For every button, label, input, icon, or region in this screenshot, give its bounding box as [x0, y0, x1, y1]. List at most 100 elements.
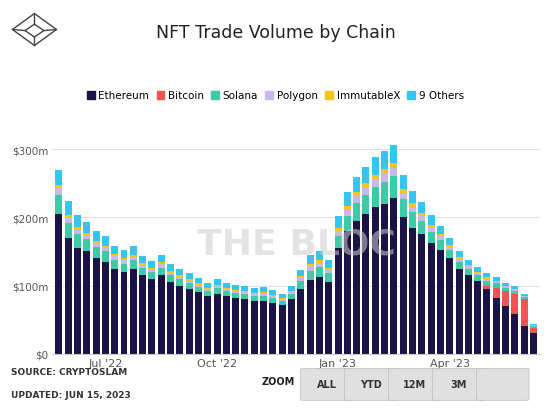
- Bar: [195, 284, 202, 285]
- Bar: [288, 291, 295, 292]
- Bar: [93, 244, 100, 248]
- Bar: [279, 299, 285, 301]
- Bar: [251, 297, 258, 301]
- Bar: [279, 305, 285, 354]
- Bar: [83, 252, 90, 354]
- Bar: [446, 250, 453, 258]
- Bar: [474, 272, 481, 274]
- Bar: [399, 189, 407, 193]
- Bar: [353, 197, 360, 204]
- Bar: [298, 289, 304, 354]
- Bar: [446, 247, 453, 250]
- Bar: [139, 276, 146, 354]
- Bar: [223, 296, 230, 354]
- Bar: [251, 294, 258, 297]
- Bar: [158, 276, 165, 354]
- Bar: [186, 283, 193, 289]
- Bar: [93, 231, 100, 242]
- Bar: [483, 274, 490, 278]
- Bar: [298, 279, 304, 282]
- Bar: [93, 248, 100, 258]
- Bar: [83, 240, 90, 252]
- Bar: [493, 281, 500, 283]
- Bar: [186, 280, 193, 281]
- Bar: [176, 286, 183, 354]
- Bar: [307, 271, 314, 281]
- Bar: [483, 289, 490, 354]
- Bar: [55, 189, 62, 196]
- Bar: [260, 292, 267, 294]
- Bar: [465, 265, 472, 267]
- Bar: [344, 231, 351, 354]
- Bar: [269, 299, 277, 303]
- Bar: [121, 264, 127, 272]
- Bar: [102, 262, 109, 354]
- Bar: [111, 247, 118, 254]
- Bar: [483, 279, 490, 281]
- Text: YTD: YTD: [360, 380, 381, 389]
- Bar: [214, 287, 220, 289]
- Bar: [353, 177, 360, 193]
- Bar: [139, 256, 146, 263]
- Bar: [316, 251, 323, 261]
- Bar: [316, 267, 323, 278]
- Bar: [316, 263, 323, 267]
- Legend: Ethereum, Bitcoin, Solana, Polygon, ImmutableX, 9 Others: Ethereum, Bitcoin, Solana, Polygon, Immu…: [83, 87, 468, 105]
- Bar: [102, 237, 109, 247]
- Bar: [158, 263, 165, 265]
- Bar: [307, 281, 314, 354]
- Bar: [511, 287, 518, 289]
- Bar: [363, 183, 370, 188]
- Bar: [530, 324, 537, 325]
- Bar: [511, 291, 518, 294]
- Bar: [372, 208, 379, 354]
- Bar: [55, 196, 62, 214]
- Bar: [288, 292, 295, 294]
- Bar: [511, 294, 518, 315]
- Bar: [456, 262, 462, 269]
- Bar: [223, 289, 230, 291]
- Text: SOURCE: CRYPTOSLAM: SOURCE: CRYPTOSLAM: [11, 367, 127, 376]
- Bar: [502, 287, 509, 288]
- Bar: [167, 276, 174, 283]
- Bar: [316, 261, 323, 263]
- Bar: [521, 296, 528, 297]
- Bar: [64, 202, 72, 215]
- Bar: [204, 291, 211, 296]
- Text: ALL: ALL: [316, 380, 337, 389]
- Bar: [111, 256, 118, 260]
- Bar: [493, 283, 500, 284]
- Bar: [241, 299, 249, 354]
- Bar: [474, 276, 481, 281]
- Bar: [74, 227, 81, 230]
- Bar: [437, 250, 444, 354]
- Bar: [428, 228, 435, 232]
- Bar: [456, 269, 462, 354]
- Bar: [391, 199, 397, 354]
- Bar: [64, 238, 72, 354]
- Bar: [232, 290, 239, 291]
- Bar: [121, 258, 127, 261]
- Bar: [111, 254, 118, 256]
- Text: 3M: 3M: [451, 380, 467, 389]
- Bar: [148, 261, 155, 268]
- Bar: [111, 269, 118, 354]
- Bar: [391, 145, 397, 164]
- Bar: [316, 278, 323, 354]
- Bar: [502, 288, 509, 291]
- Bar: [158, 268, 165, 276]
- Bar: [363, 188, 370, 196]
- Bar: [465, 276, 472, 354]
- Bar: [437, 235, 444, 237]
- Bar: [83, 236, 90, 240]
- Bar: [456, 259, 462, 262]
- Bar: [418, 203, 425, 214]
- Bar: [269, 295, 277, 297]
- Bar: [437, 237, 444, 240]
- Bar: [121, 261, 127, 264]
- Bar: [418, 235, 425, 354]
- Bar: [530, 326, 537, 327]
- FancyBboxPatch shape: [344, 369, 397, 400]
- Bar: [409, 228, 416, 354]
- Bar: [195, 279, 202, 284]
